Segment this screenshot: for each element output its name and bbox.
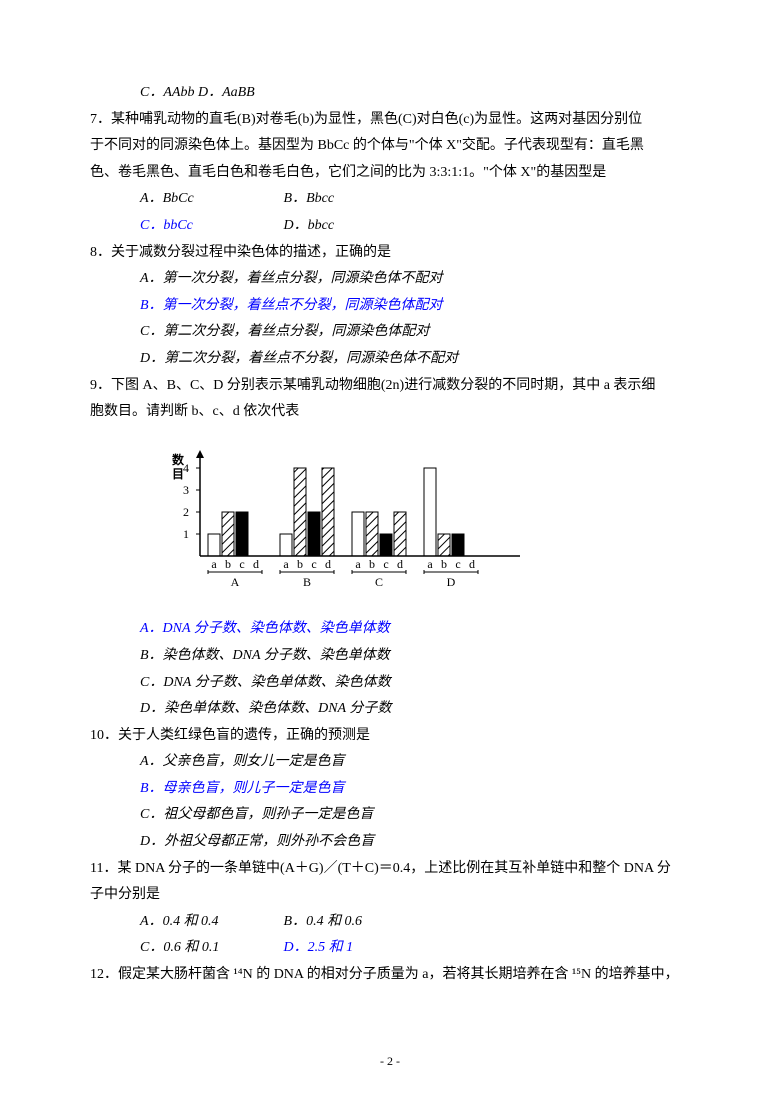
q7-options-ab: A．BbCc B．Bbcc: [90, 186, 690, 213]
q11-stem-1: 11．某 DNA 分子的一条单链中(A＋G)／(T＋C)＝0.4，上述比例在其互…: [90, 856, 690, 883]
svg-text:a: a: [355, 557, 361, 571]
q7-stem-3: 色、卷毛黑色、直毛白色和卷毛白色，它们之间的比为 3:3:1:1。"个体 X"的…: [90, 160, 690, 187]
svg-text:d: d: [325, 557, 331, 571]
q8-stem: 8．关于减数分裂过程中染色体的描述，正确的是: [90, 240, 690, 267]
q11-optD: D．2.5 和 1: [284, 935, 424, 962]
q7-optC: C．bbCc: [140, 213, 280, 240]
svg-text:2: 2: [183, 505, 189, 519]
svg-text:D: D: [447, 575, 456, 589]
svg-text:A: A: [231, 575, 240, 589]
svg-text:4: 4: [183, 461, 189, 475]
svg-text:d: d: [397, 557, 403, 571]
q7-optB: B．Bbcc: [284, 186, 424, 213]
q11-options-ab: A．0.4 和 0.4 B．0.4 和 0.6: [90, 909, 690, 936]
q9-optA: A．DNA 分子数、染色体数、染色单体数: [90, 616, 690, 643]
q6-optD: D．AaBB: [198, 85, 255, 100]
svg-text:a: a: [211, 557, 217, 571]
q11-optA: A．0.4 和 0.4: [140, 909, 280, 936]
q11-optB: B．0.4 和 0.6: [284, 909, 424, 936]
svg-text:a: a: [427, 557, 433, 571]
svg-text:b: b: [369, 557, 375, 571]
q6-options-cd: C．AAbb D．AaBB: [90, 80, 690, 107]
page-number: - 2 -: [0, 1050, 780, 1073]
q7-options-cd: C．bbCc D．bbcc: [90, 213, 690, 240]
exam-page: C．AAbb D．AaBB 7．某种哺乳动物的直毛(B)对卷毛(b)为显性，黑色…: [0, 0, 780, 1103]
svg-text:b: b: [297, 557, 303, 571]
svg-text:1: 1: [183, 527, 189, 541]
q9-stem-2: 胞数目。请判断 b、c、d 依次代表: [90, 399, 690, 426]
q10-optC: C．祖父母都色盲，则孙子一定是色盲: [90, 802, 690, 829]
q9-optB: B．染色体数、DNA 分子数、染色单体数: [90, 643, 690, 670]
q9-optC: C．DNA 分子数、染色单体数、染色体数: [90, 670, 690, 697]
svg-text:a: a: [283, 557, 289, 571]
q10-optA: A．父亲色盲，则女儿一定是色盲: [90, 749, 690, 776]
svg-text:c: c: [311, 557, 316, 571]
svg-text:b: b: [225, 557, 231, 571]
q8-optB: B．第一次分裂，着丝点不分裂，同源染色体配对: [90, 293, 690, 320]
q6-optC: C．AAbb: [140, 85, 194, 100]
svg-text:c: c: [383, 557, 388, 571]
q9-stem-1: 9．下图 A、B、C、D 分别表示某哺乳动物细胞(2n)进行减数分裂的不同时期，…: [90, 373, 690, 400]
q11-options-cd: C．0.6 和 0.1 D．2.5 和 1: [90, 935, 690, 962]
q11-optC: C．0.6 和 0.1: [140, 935, 280, 962]
q7-stem-1: 7．某种哺乳动物的直毛(B)对卷毛(b)为显性，黑色(C)对白色(c)为显性。这…: [90, 107, 690, 134]
q8-optD: D．第二次分裂，着丝点不分裂，同源染色体不配对: [90, 346, 690, 373]
svg-text:d: d: [253, 557, 259, 571]
q9-chart: 数目1234abcdAabcdBabcdCabcdD细胞时期: [90, 426, 690, 617]
q9-optD: D．染色单体数、染色体数、DNA 分子数: [90, 696, 690, 723]
q12-stem: 12．假定某大肠杆菌含 ¹⁴N 的 DNA 的相对分子质量为 a，若将其长期培养…: [90, 962, 690, 989]
svg-text:c: c: [455, 557, 460, 571]
q7-optA: A．BbCc: [140, 186, 280, 213]
q8-optA: A．第一次分裂，着丝点分裂，同源染色体不配对: [90, 266, 690, 293]
q10-optB: B．母亲色盲，则儿子一定是色盲: [90, 776, 690, 803]
q7-optD: D．bbcc: [284, 213, 424, 240]
svg-text:3: 3: [183, 483, 189, 497]
q11-stem-2: 子中分别是: [90, 882, 690, 909]
svg-text:c: c: [239, 557, 244, 571]
svg-text:d: d: [469, 557, 475, 571]
svg-text:B: B: [303, 575, 311, 589]
q10-optD: D．外祖父母都正常，则外孙不会色盲: [90, 829, 690, 856]
q7-stem-2: 于不同对的同源染色体上。基因型为 BbCc 的个体与"个体 X"交配。子代表现型…: [90, 133, 690, 160]
q8-optC: C．第二次分裂，着丝点分裂，同源染色体配对: [90, 319, 690, 346]
svg-text:C: C: [375, 575, 383, 589]
q10-stem: 10．关于人类红绿色盲的遗传，正确的预测是: [90, 723, 690, 750]
svg-text:b: b: [441, 557, 447, 571]
bar-chart-svg: 数目1234abcdAabcdBabcdCabcdD细胞时期: [160, 436, 520, 596]
